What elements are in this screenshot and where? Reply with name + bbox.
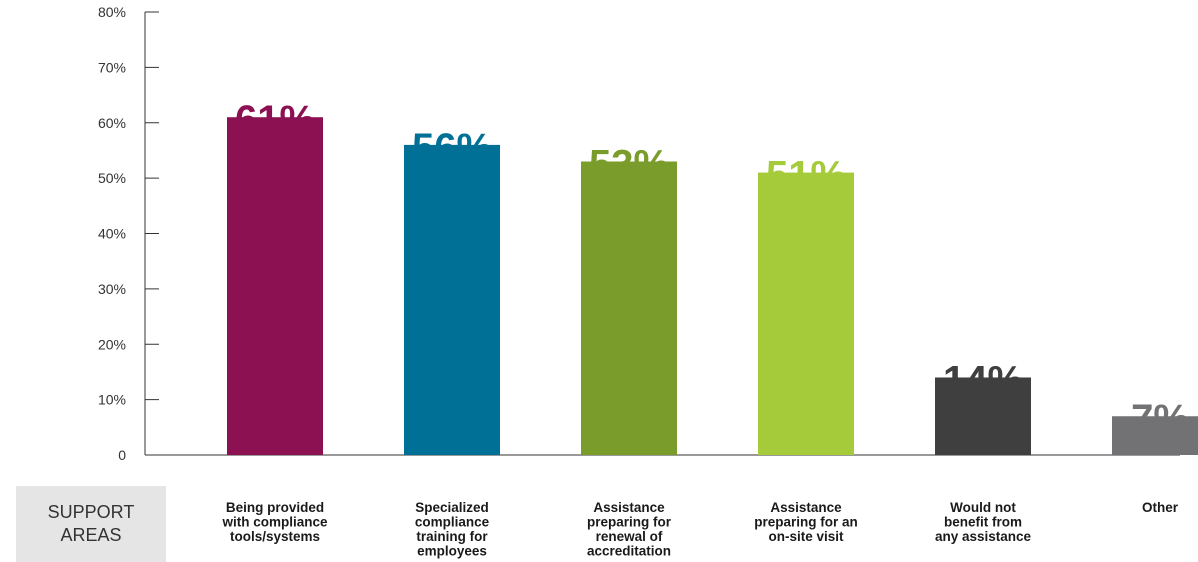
- bar-data-label: 51%: [766, 154, 846, 198]
- category-label-line: preparing for: [587, 515, 672, 530]
- category-label-line: employees: [417, 544, 487, 559]
- y-tick-label: 60%: [98, 115, 126, 131]
- category-label-line: accreditation: [587, 544, 671, 559]
- y-tick-label: 40%: [98, 226, 126, 242]
- bar-data-label: 53%: [589, 143, 669, 187]
- bar: [227, 117, 323, 456]
- support-areas-line2: AREAS: [60, 525, 122, 545]
- bar-data-label: 7%: [1131, 397, 1189, 441]
- category-label-line: benefit from: [944, 515, 1022, 530]
- bars: [227, 117, 1198, 456]
- bar: [404, 144, 500, 455]
- bar-data-label: 56%: [412, 126, 492, 170]
- category-label-line: training for: [416, 529, 488, 544]
- bar: [581, 161, 677, 455]
- category-label-line: any assistance: [935, 529, 1032, 544]
- category-label-line: compliance: [415, 515, 490, 530]
- category-label-line: Being provided: [226, 500, 324, 515]
- category-label-line: tools/systems: [230, 529, 320, 544]
- y-tick-label: 30%: [98, 281, 126, 297]
- y-tick-label: 20%: [98, 336, 126, 352]
- support-areas-line1: SUPPORT: [47, 502, 135, 522]
- bar-data-label: 14%: [943, 358, 1023, 402]
- category-label-line: on-site visit: [768, 529, 844, 544]
- category-label-line: Assistance: [770, 500, 842, 515]
- category-label-line: Would not: [950, 500, 1016, 515]
- bar: [935, 377, 1031, 455]
- category-label-line: Other: [1142, 500, 1179, 515]
- y-tick-label: 80%: [98, 4, 126, 20]
- category-label-line: Specialized: [415, 500, 489, 515]
- category-label-line: preparing for an: [754, 515, 858, 530]
- category-label-line: with compliance: [221, 515, 328, 530]
- category-label-line: Assistance: [593, 500, 665, 515]
- y-axis: 0 10% 20% 30% 40% 50% 60% 70% 80%: [98, 4, 1180, 463]
- bar: [1112, 416, 1198, 455]
- y-tick-label: 0: [118, 447, 126, 463]
- bar: [758, 172, 854, 455]
- data-labels: 61% 56% 53% 51% 14% 7%: [235, 98, 1189, 441]
- y-tick-label: 10%: [98, 392, 126, 408]
- support-areas-label: SUPPORT AREAS: [16, 486, 166, 562]
- y-tick-label: 50%: [98, 170, 126, 186]
- category-label-line: renewal of: [596, 529, 663, 544]
- bar-data-label: 61%: [235, 98, 315, 142]
- y-tick-label: 70%: [98, 59, 126, 75]
